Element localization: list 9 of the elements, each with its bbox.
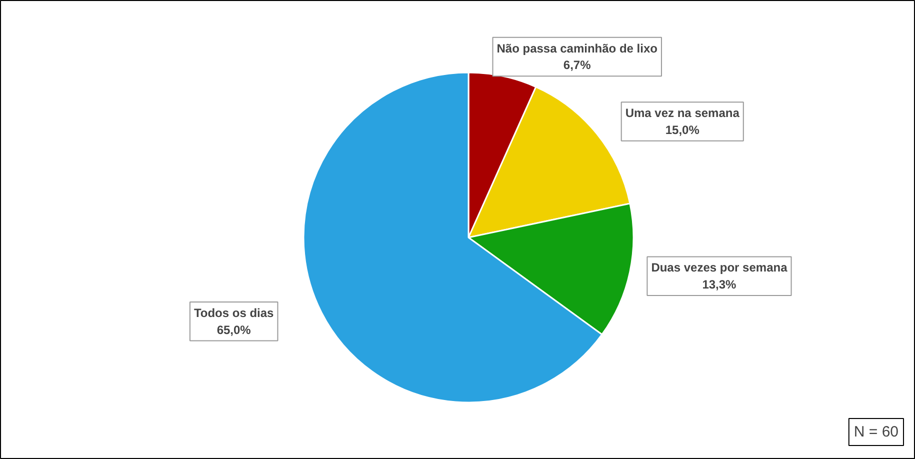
slice-label: Todos os dias	[194, 306, 274, 320]
slice-label: Duas vezes por semana	[651, 260, 788, 275]
data-label: 15,0%	[665, 122, 700, 137]
text: N = 60	[854, 424, 899, 440]
data-label: 65,0%	[216, 322, 252, 337]
slice-label: Uma vez na semana	[625, 106, 740, 120]
slice-label: Não passa caminhão de lixo	[496, 41, 658, 56]
data-label: 13,3%	[702, 278, 737, 292]
data-label: 6,7%	[563, 58, 592, 72]
